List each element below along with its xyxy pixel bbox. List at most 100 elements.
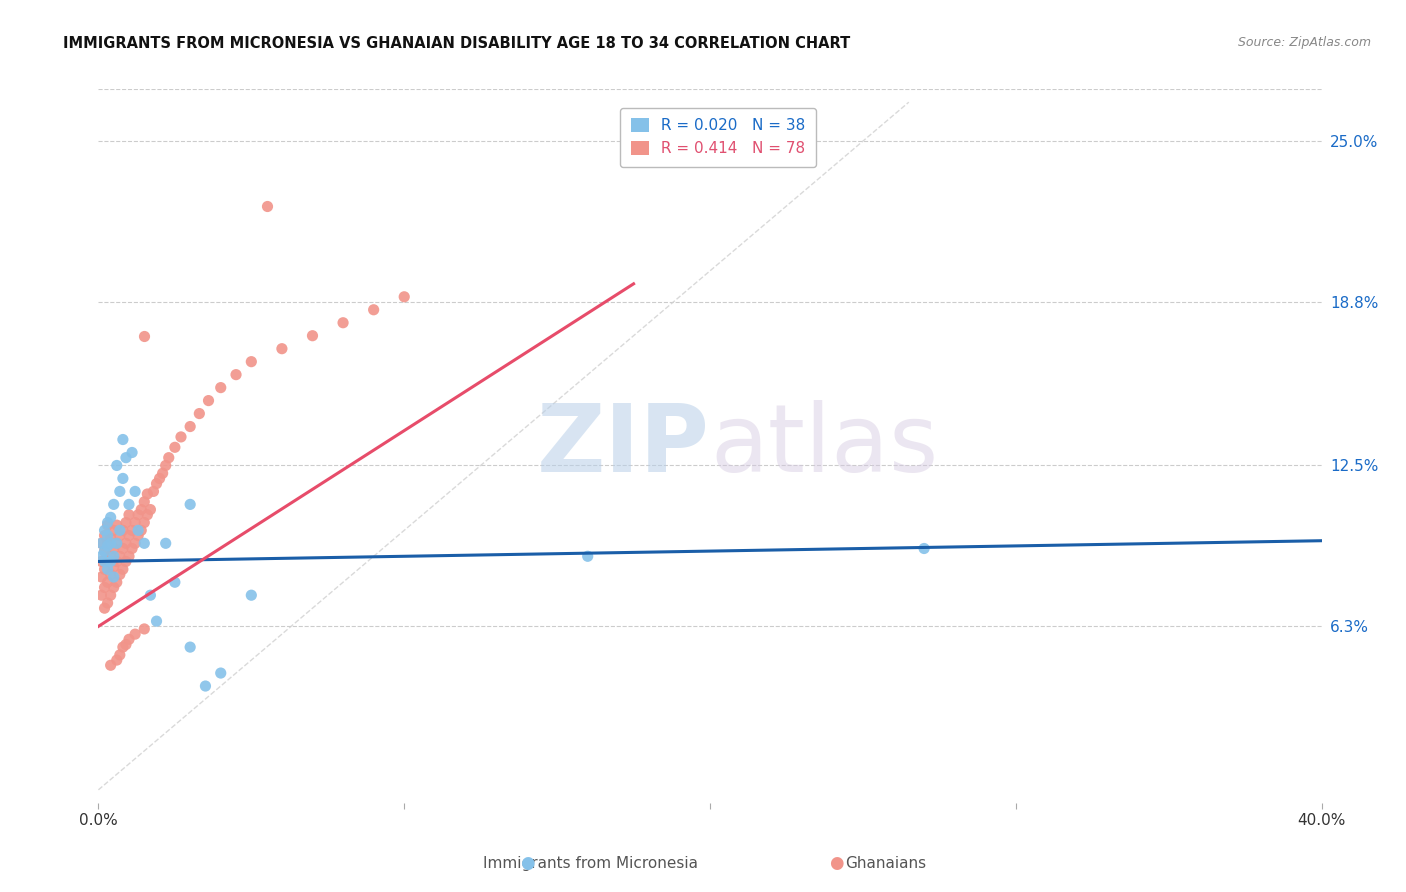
Point: [97, 575, 120, 590]
Point: [121, 445, 143, 459]
Point: [93, 562, 115, 576]
Point: [121, 524, 143, 538]
Point: [149, 471, 172, 485]
Point: [103, 549, 125, 564]
Point: [115, 638, 138, 652]
Point: [100, 531, 122, 545]
Point: [118, 497, 141, 511]
Point: [111, 640, 134, 654]
Point: [100, 510, 122, 524]
Point: [105, 536, 128, 550]
Point: [97, 536, 120, 550]
Point: [155, 536, 177, 550]
Text: ZIP: ZIP: [537, 400, 710, 492]
Point: [118, 549, 141, 564]
Point: [129, 524, 152, 538]
Point: [136, 487, 159, 501]
Point: [100, 536, 122, 550]
Point: [197, 393, 219, 408]
Point: [97, 516, 120, 530]
Point: [152, 467, 174, 481]
Text: atlas: atlas: [710, 400, 938, 492]
Point: [111, 541, 134, 556]
Point: [363, 302, 385, 317]
Point: [103, 497, 125, 511]
Point: [103, 559, 125, 574]
Point: [188, 407, 211, 421]
Point: [93, 528, 115, 542]
Point: [121, 541, 143, 556]
Point: [97, 539, 120, 553]
Point: [97, 562, 120, 576]
Point: [179, 419, 201, 434]
Point: [111, 562, 134, 576]
Point: [124, 484, 146, 499]
Point: [93, 554, 115, 568]
Point: [97, 554, 120, 568]
Point: [111, 471, 134, 485]
Point: [105, 458, 128, 473]
Point: [134, 536, 156, 550]
Point: [100, 567, 122, 582]
Point: [90, 570, 112, 584]
Point: [100, 554, 122, 568]
Point: [103, 541, 125, 556]
Point: [103, 570, 125, 584]
Point: [97, 596, 120, 610]
Point: [209, 666, 232, 681]
Point: [127, 524, 149, 538]
Point: [127, 508, 149, 522]
Point: [105, 536, 128, 550]
Point: [129, 502, 152, 516]
Point: [105, 653, 128, 667]
Point: [108, 528, 131, 542]
Point: [93, 544, 115, 558]
Point: [108, 567, 131, 582]
Point: [142, 484, 165, 499]
Point: [90, 536, 112, 550]
Point: [93, 524, 115, 538]
Point: [134, 328, 156, 343]
Point: [100, 549, 122, 564]
Text: IMMIGRANTS FROM MICRONESIA VS GHANAIAN DISABILITY AGE 18 TO 34 CORRELATION CHART: IMMIGRANTS FROM MICRONESIA VS GHANAIAN D…: [63, 36, 851, 51]
Point: [332, 316, 354, 330]
Point: [93, 601, 115, 615]
Point: [163, 440, 186, 454]
Text: ●: ●: [520, 855, 534, 872]
Text: Immigrants from Micronesia: Immigrants from Micronesia: [484, 856, 697, 871]
Point: [240, 588, 263, 602]
Point: [103, 581, 125, 595]
Point: [157, 450, 180, 465]
Point: [115, 516, 138, 530]
Point: [105, 554, 128, 568]
Text: ●: ●: [830, 855, 844, 872]
Point: [108, 524, 131, 538]
Point: [912, 541, 935, 556]
Point: [139, 502, 162, 516]
Text: Source: ZipAtlas.com: Source: ZipAtlas.com: [1237, 36, 1371, 49]
Point: [145, 614, 167, 628]
Point: [118, 508, 141, 522]
Point: [209, 381, 232, 395]
Point: [100, 588, 122, 602]
Point: [145, 476, 167, 491]
Point: [118, 528, 141, 542]
Point: [127, 528, 149, 542]
Point: [115, 554, 138, 568]
Point: [108, 484, 131, 499]
Point: [270, 342, 292, 356]
Point: [115, 450, 138, 465]
Point: [179, 640, 201, 654]
Point: [97, 528, 120, 542]
Point: [108, 648, 131, 662]
Point: [136, 508, 159, 522]
Point: [256, 199, 278, 213]
Point: [139, 588, 162, 602]
Point: [134, 622, 156, 636]
Point: [124, 627, 146, 641]
Point: [90, 554, 112, 568]
Point: [576, 549, 599, 564]
Point: [194, 679, 217, 693]
Legend:  R = 0.020   N = 38,  R = 0.414   N = 78: R = 0.020 N = 38, R = 0.414 N = 78: [620, 108, 817, 167]
Point: [90, 588, 112, 602]
